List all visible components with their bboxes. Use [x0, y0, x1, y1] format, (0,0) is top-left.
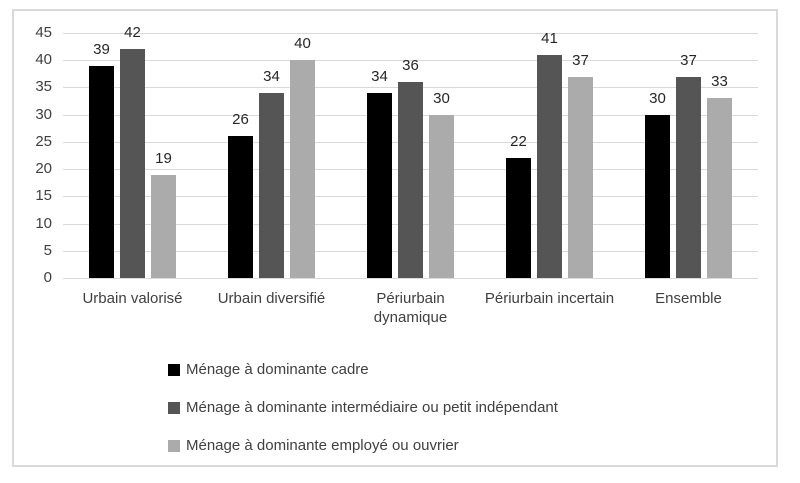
bar-series2-group3	[398, 82, 423, 278]
legend-label: Ménage à dominante intermédiaire ou peti…	[186, 399, 558, 416]
legend-label: Ménage à dominante employé ou ouvrier	[186, 437, 459, 454]
category-label: Ensemble	[655, 290, 722, 307]
category-label: Urbain diversifié	[217, 290, 326, 307]
value-label: 33	[711, 73, 728, 91]
value-label: 37	[680, 51, 697, 69]
category-label: Urbain valorisé	[82, 290, 183, 307]
y-tick-label: 0	[43, 269, 52, 286]
y-tick-label: 5	[43, 241, 52, 259]
value-label: 34	[263, 67, 280, 85]
value-label: 36	[402, 57, 419, 74]
bar-series2-group2	[259, 92, 284, 278]
bar-series3-group1	[151, 174, 176, 278]
gridline	[63, 60, 758, 62]
bar-series1-group1	[89, 65, 114, 278]
legend-swatch-icon	[168, 440, 180, 452]
legend-item: Ménage à dominante employé ou ouvrier	[168, 437, 558, 455]
value-label: 22	[510, 133, 527, 151]
legend-label: Ménage à dominante cadre	[186, 361, 369, 378]
y-tick-label: 10	[35, 214, 52, 232]
category-label: Périurbain dynamique	[373, 290, 448, 326]
legend-swatch-icon	[168, 364, 180, 376]
bar-series3-group4	[568, 76, 593, 278]
y-tick-label: 20	[35, 160, 52, 178]
value-label: 30	[649, 89, 666, 107]
legend: Ménage à dominante cadre Ménage à dominan…	[168, 361, 558, 475]
value-label: 37	[572, 51, 589, 69]
bar-series2-group4	[537, 54, 562, 278]
value-label: 40	[294, 35, 311, 53]
bar-series1-group4	[506, 158, 531, 278]
y-tick-label: 35	[35, 78, 52, 96]
bar-series2-group5	[676, 76, 701, 278]
value-label: 19	[155, 149, 172, 167]
gridline	[63, 278, 758, 279]
bar-series3-group5	[707, 98, 732, 278]
legend-item: Ménage à dominante cadre	[168, 361, 558, 379]
legend-item: Ménage à dominante intermédiaire ou peti…	[168, 399, 558, 417]
bar-series3-group3	[429, 114, 454, 278]
bar-series2-group1	[120, 49, 145, 278]
value-label: 34	[371, 67, 388, 85]
y-tick-label: 45	[35, 24, 52, 41]
bar-series1-group5	[645, 114, 670, 278]
gridline	[63, 33, 758, 34]
bar-series3-group2	[290, 60, 315, 278]
legend-swatch-icon	[168, 402, 180, 414]
y-tick-label: 25	[35, 132, 52, 150]
value-label: 41	[541, 29, 558, 47]
value-label: 30	[433, 89, 450, 107]
value-label: 42	[124, 24, 141, 42]
y-tick-label: 15	[35, 187, 52, 205]
category-label: Périurbain incertain	[484, 290, 615, 307]
value-label: 39	[93, 40, 110, 58]
bar-series1-group2	[228, 136, 253, 278]
value-label: 26	[232, 111, 249, 129]
bar-series1-group3	[367, 92, 392, 278]
y-tick-label: 40	[35, 51, 52, 69]
y-tick-label: 30	[35, 105, 52, 123]
